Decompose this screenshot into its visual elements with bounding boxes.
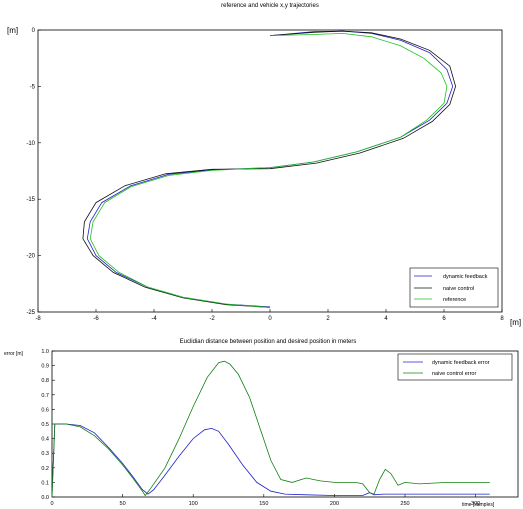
y-tick-label: 0.4 — [41, 437, 49, 443]
y-tick-label: 0 — [32, 28, 36, 34]
x-tick-label: 8 — [500, 316, 504, 322]
x-tick-label: 100 — [189, 501, 198, 507]
series-lines — [51, 360, 490, 498]
x-tick-label: 200 — [330, 501, 339, 507]
y-tick-label: -5 — [30, 84, 36, 90]
legend-label-dynamic-feedback-error: dynamic feedback error — [432, 360, 490, 366]
trajectory-chart: reference and vehicle x,y trajectories [… — [7, 3, 521, 327]
x-tick-label: 150 — [259, 501, 268, 507]
x-tick-label: 4 — [384, 316, 388, 322]
axis-ticks: -8 -6 -4 -2 0 2 4 6 80-5-10-15-20-25 — [26, 28, 504, 322]
series-line-naive-control — [82, 30, 457, 308]
y-tick-label: -15 — [26, 197, 35, 203]
legend: dynamic feedback naive control reference — [409, 267, 499, 308]
legend-label-naive-control: naive control — [443, 286, 474, 292]
series-line-naive-control-error — [51, 360, 490, 498]
legend-box — [397, 353, 513, 381]
y-tick-label: 0.7 — [41, 393, 49, 399]
y-tick-label: 0.3 — [41, 451, 49, 457]
y-tick-label: -10 — [26, 141, 35, 147]
y-axis-label: error [m] — [4, 351, 24, 357]
y-tick-label: -25 — [26, 310, 35, 316]
x-axis-label: time [samples] — [462, 502, 495, 508]
x-tick-label: -8 — [35, 316, 41, 322]
error-chart: Euclidian distance between position and … — [4, 339, 519, 508]
legend-label-dynamic-feedback: dynamic feedback — [443, 274, 488, 280]
y-axis-label: [m] — [7, 26, 18, 35]
series-line-reference — [89, 32, 448, 308]
x-tick-label: 250 — [400, 501, 409, 507]
chart-title: Euclidian distance between position and … — [180, 339, 357, 345]
y-tick-label: 0.5 — [41, 422, 49, 428]
x-tick-label: -2 — [209, 316, 215, 322]
x-tick-label: 50 — [120, 501, 126, 507]
legend-box — [409, 267, 499, 308]
x-tick-label: -4 — [151, 316, 157, 322]
y-tick-label: 1.0 — [41, 349, 49, 355]
y-tick-label: 0.8 — [41, 378, 49, 384]
legend-label-reference: reference — [443, 297, 466, 303]
x-tick-label: 300 — [471, 501, 480, 507]
y-tick-label: 0.1 — [41, 480, 49, 486]
x-axis-label: [m] — [510, 318, 521, 327]
y-tick-label: -20 — [26, 254, 35, 260]
legend-label-naive-control-error: naive control error — [432, 371, 476, 377]
x-tick-label: 0 — [50, 501, 53, 507]
y-tick-label: 0.0 — [41, 495, 49, 501]
x-tick-label: 6 — [442, 316, 446, 322]
series-lines — [82, 30, 457, 308]
chart-title: reference and vehicle x,y trajectories — [221, 3, 319, 9]
y-tick-label: 0.6 — [41, 407, 49, 413]
x-tick-label: 2 — [326, 316, 330, 322]
y-tick-label: 0.9 — [41, 364, 49, 370]
legend: dynamic feedback error naive control err… — [397, 353, 513, 381]
x-tick-label: 0 — [268, 316, 272, 322]
y-tick-label: 0.2 — [41, 466, 49, 472]
x-tick-label: -6 — [93, 316, 99, 322]
